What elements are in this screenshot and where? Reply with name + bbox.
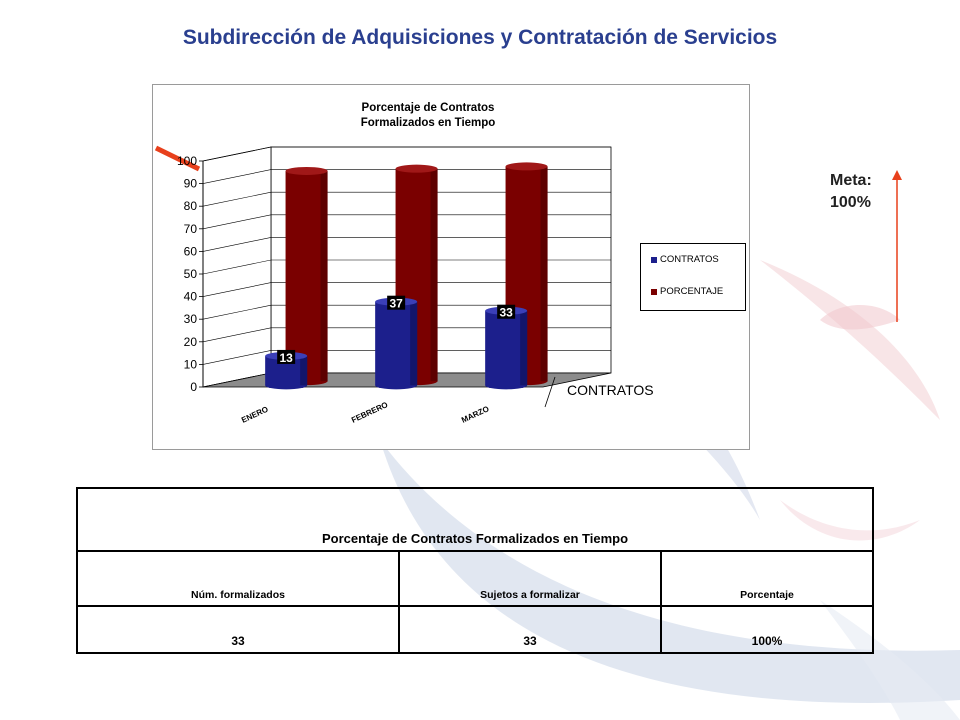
highlight-mark	[154, 145, 201, 172]
data-label-box	[387, 295, 406, 310]
bar-shade	[300, 355, 308, 386]
bar-shade	[410, 301, 418, 386]
y-tick-label: 100	[177, 154, 197, 168]
y-tick-label: 80	[184, 199, 198, 213]
data-label: 33	[499, 306, 513, 320]
data-label: 37	[389, 297, 403, 311]
bar-base	[375, 381, 418, 390]
y-tick-label: 50	[184, 267, 198, 281]
column-header-formalizados: Núm. formalizados	[76, 550, 400, 607]
table-title: Porcentaje de Contratos Formalizados en …	[76, 487, 874, 552]
bar-shade	[520, 310, 528, 386]
bar-contratos-febrero: 37	[375, 295, 418, 390]
cell-formalizados: 33	[76, 605, 400, 654]
y-tick-label: 20	[184, 335, 198, 349]
gridline	[202, 146, 611, 162]
table-row: 33 33 100%	[76, 605, 874, 654]
y-tick-label: 90	[184, 177, 198, 191]
bar-shade	[320, 170, 328, 382]
legend-swatch-porcentaje	[651, 288, 657, 295]
table-header-row: Porcentaje de Contratos Formalizados en …	[76, 487, 874, 552]
goal-label: Meta: 100%	[830, 170, 872, 214]
bar-shade	[430, 168, 438, 382]
bar-base	[485, 381, 528, 390]
cell-porcentaje: 100%	[660, 605, 874, 654]
column-header-porcentaje: Porcentaje	[660, 550, 874, 607]
goal-arrow-icon	[892, 170, 902, 322]
summary-table: Porcentaje de Contratos Formalizados en …	[76, 487, 874, 654]
x-tick-label: MARZO	[460, 404, 490, 425]
y-tick-label: 10	[184, 357, 198, 371]
table-column-row: Núm. formalizados Sujetos a formalizar P…	[76, 550, 874, 607]
gridline	[202, 191, 611, 207]
cell-sujetos: 33	[398, 605, 662, 654]
gridline	[202, 282, 611, 297]
gridline	[202, 169, 611, 184]
data-label: 13	[279, 351, 293, 365]
bar-shade	[540, 166, 548, 382]
goal-value: 100%	[830, 194, 871, 211]
data-label-box	[277, 349, 296, 364]
legend-swatch-contratos	[651, 256, 657, 263]
chart-title-line-1: Porcentaje de Contratos	[361, 102, 495, 114]
depth-axis-label: CONTRATOS	[567, 382, 654, 398]
x-tick-label: ENERO	[240, 405, 270, 425]
bar-contratos-marzo: 33	[485, 304, 528, 390]
legend-label-porcentaje: PORCENTAJE	[660, 286, 724, 297]
legend-item-porcentaje: PORCENTAJE	[651, 286, 723, 297]
y-tick-label: 60	[184, 244, 198, 258]
legend-item-contratos: CONTRATOS	[651, 254, 719, 265]
y-tick-label: 0	[190, 380, 197, 394]
bar-top	[285, 166, 328, 175]
depth-axis-line	[544, 376, 556, 408]
goal-label-text: Meta:	[830, 172, 872, 189]
legend-label-contratos: CONTRATOS	[660, 254, 719, 265]
column-header-sujetos: Sujetos a formalizar	[398, 550, 662, 607]
gridline	[202, 214, 611, 230]
page-title: Subdirección de Adquisiciones y Contrata…	[182, 26, 778, 49]
y-tick-label: 70	[184, 222, 198, 236]
chart-container: 0 10 20 30 40 50 60 70 80 90 100 CONTRATOS 13 37 33 ENE…	[152, 84, 750, 450]
chart-legend: CONTRATOS PORCENTAJE	[640, 243, 746, 311]
chart-title-line-2: Formalizados en Tiempo	[360, 117, 496, 129]
bar-top	[505, 162, 548, 171]
bar-chart: 0 10 20 30 40 50 60 70 80 90 100 CONTRATOS 13 37 33 ENE…	[154, 145, 654, 425]
bar-top	[395, 164, 438, 173]
data-label-box	[497, 304, 516, 319]
bar-porcentaje-enero	[285, 166, 328, 386]
x-tick-label: FEBRERO	[350, 400, 389, 425]
bar-base	[265, 381, 308, 390]
y-tick-label: 40	[184, 290, 198, 304]
y-tick-label: 30	[184, 312, 198, 326]
chart-title: Porcentaje de Contratos Formalizados en …	[323, 101, 533, 131]
gridline	[202, 237, 611, 252]
gridline	[202, 259, 611, 275]
bar-contratos-enero: 13	[265, 349, 308, 390]
